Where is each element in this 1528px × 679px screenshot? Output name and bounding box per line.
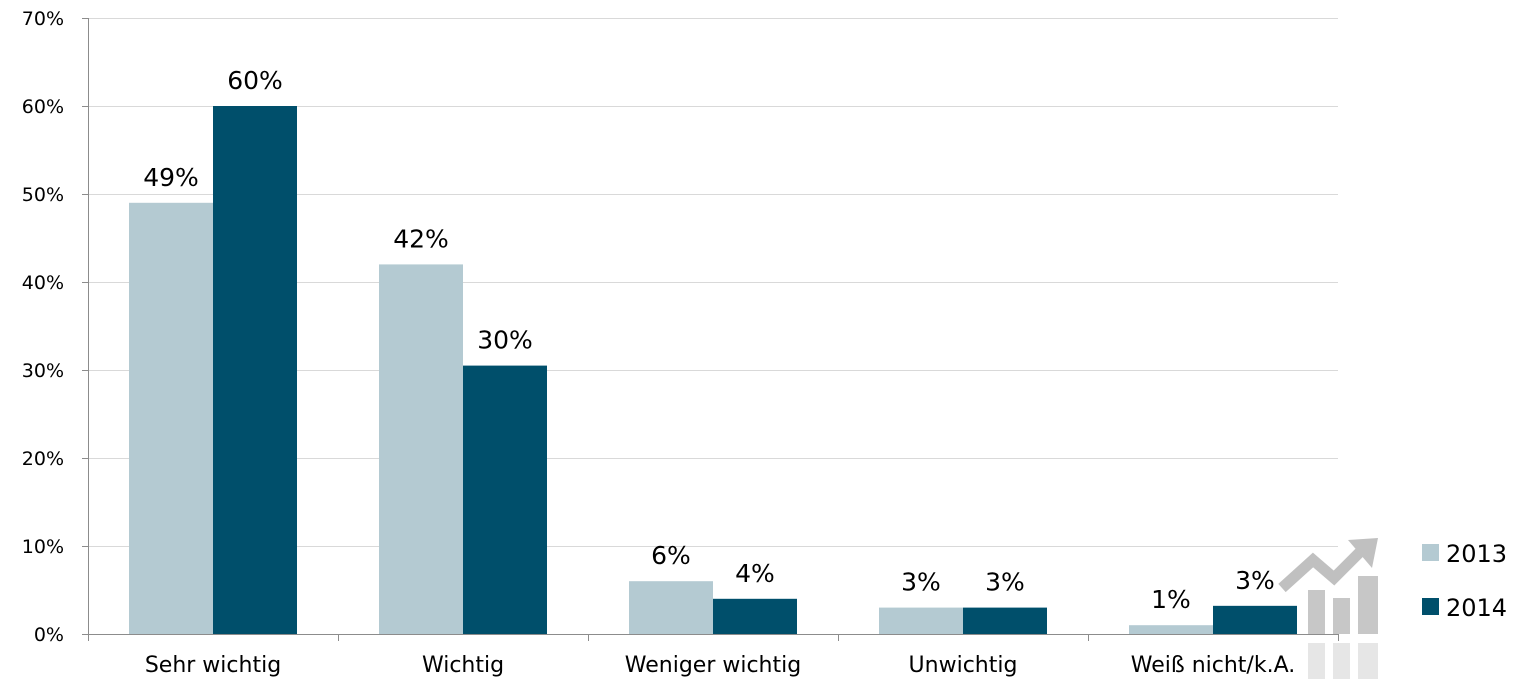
data-label-2014-1: 30% xyxy=(477,326,533,355)
y-tick-label: 30% xyxy=(22,360,64,382)
legend: 2013 2014 xyxy=(1422,540,1507,622)
y-tick-label: 60% xyxy=(22,96,64,118)
x-category-label: Unwichtig xyxy=(909,653,1018,678)
bar-2013-0 xyxy=(129,202,213,635)
bar-2014-3 xyxy=(963,607,1047,634)
y-tick-label: 0% xyxy=(34,624,64,646)
data-label-2014-0: 60% xyxy=(227,66,283,95)
data-label-2014-4: 3% xyxy=(1235,566,1275,595)
bar-2013-1 xyxy=(379,264,463,634)
axes xyxy=(82,18,1339,641)
bar-2014-0 xyxy=(213,106,297,634)
bar-2014-4 xyxy=(1213,605,1297,634)
data-label-2014-2: 4% xyxy=(735,559,775,588)
x-category-label: Weniger wichtig xyxy=(625,653,801,678)
data-label-2013-2: 6% xyxy=(651,541,691,570)
bars xyxy=(129,106,1297,635)
x-category-label: Wichtig xyxy=(422,653,504,678)
bar-2013-3 xyxy=(879,607,963,634)
data-labels: 49% 42% 6% 3% 1% 60% 30% 4% 3% 3% xyxy=(143,66,1275,614)
bar-2014-2 xyxy=(713,598,797,634)
data-label-2013-0: 49% xyxy=(143,163,199,192)
x-category-label: Sehr wichtig xyxy=(145,653,281,678)
bar-2013-2 xyxy=(629,581,713,634)
data-label-2013-4: 1% xyxy=(1151,585,1191,614)
x-axis-category-labels: Sehr wichtig Wichtig Weniger wichtig Unwich… xyxy=(145,653,1295,678)
bar-2013-4 xyxy=(1129,625,1213,634)
data-label-2013-1: 42% xyxy=(393,224,449,253)
y-tick-label: 10% xyxy=(22,536,64,558)
y-tick-label: 70% xyxy=(22,8,64,30)
y-tick-label: 50% xyxy=(22,184,64,206)
data-label-2014-3: 3% xyxy=(985,568,1025,597)
y-tick-label: 20% xyxy=(22,448,64,470)
data-label-2013-3: 3% xyxy=(901,568,941,597)
bar-2014-1 xyxy=(463,365,547,634)
legend-label-2014: 2014 xyxy=(1446,594,1507,622)
legend-swatch-2014 xyxy=(1422,598,1439,615)
y-tick-label: 40% xyxy=(22,272,64,294)
rising-bar-chart-arrow-icon xyxy=(1278,538,1378,679)
x-category-label: Weiß nicht/k.A. xyxy=(1131,653,1295,678)
legend-swatch-2013 xyxy=(1422,544,1439,561)
legend-label-2013: 2013 xyxy=(1446,540,1507,568)
y-axis-tick-labels: 0% 10% 20% 30% 40% 50% 60% 70% xyxy=(22,8,64,646)
